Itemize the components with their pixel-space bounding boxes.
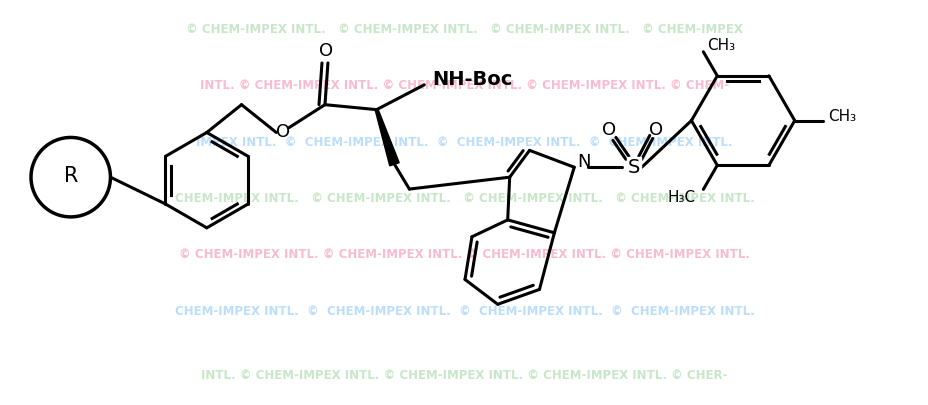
- Text: O: O: [318, 42, 332, 60]
- Text: CH₃: CH₃: [706, 38, 734, 53]
- Text: NH-Boc: NH-Boc: [432, 70, 511, 90]
- Text: S: S: [627, 158, 639, 177]
- Text: CH₃: CH₃: [828, 109, 856, 124]
- Text: O: O: [648, 122, 662, 139]
- Text: © CHEM-IMPEX INTL. © CHEM-IMPEX INTL. © CHEM-IMPEX INTL. © CHEM-IMPEX INTL.: © CHEM-IMPEX INTL. © CHEM-IMPEX INTL. © …: [179, 248, 749, 261]
- Text: INTL. © CHEM-IMPEX INTL. © CHEM-IMPEX INTL. © CHEM-IMPEX INTL. © CHER-: INTL. © CHEM-IMPEX INTL. © CHEM-IMPEX IN…: [201, 369, 727, 382]
- Text: O: O: [601, 122, 615, 139]
- Text: O: O: [276, 124, 290, 141]
- Text: CHEM-IMPEX INTL.   © CHEM-IMPEX INTL.   © CHEM-IMPEX INTL.   © CHEM-IMPEX INTL.: CHEM-IMPEX INTL. © CHEM-IMPEX INTL. © CH…: [174, 192, 754, 205]
- Text: © CHEM-IMPEX INTL.   © CHEM-IMPEX INTL.   © CHEM-IMPEX INTL.   © CHEM-IMPEX: © CHEM-IMPEX INTL. © CHEM-IMPEX INTL. © …: [186, 23, 742, 36]
- Text: H₃C: H₃C: [666, 190, 695, 205]
- Text: N: N: [577, 153, 590, 171]
- Polygon shape: [375, 109, 399, 166]
- Text: IMPEX INTL.  ©  CHEM-IMPEX INTL.  ©  CHEM-IMPEX INTL.  ©  CHEM-IMPEX INTL.: IMPEX INTL. © CHEM-IMPEX INTL. © CHEM-IM…: [196, 136, 732, 149]
- Text: INTL. © CHEM-IMPEX INTL. © CHEM-IMPEX INTL. © CHEM-IMPEX INTL. © CHEM-: INTL. © CHEM-IMPEX INTL. © CHEM-IMPEX IN…: [200, 79, 728, 92]
- Text: R: R: [63, 166, 78, 186]
- Text: CHEM-IMPEX INTL.  ©  CHEM-IMPEX INTL.  ©  CHEM-IMPEX INTL.  ©  CHEM-IMPEX INTL.: CHEM-IMPEX INTL. © CHEM-IMPEX INTL. © CH…: [174, 305, 754, 318]
